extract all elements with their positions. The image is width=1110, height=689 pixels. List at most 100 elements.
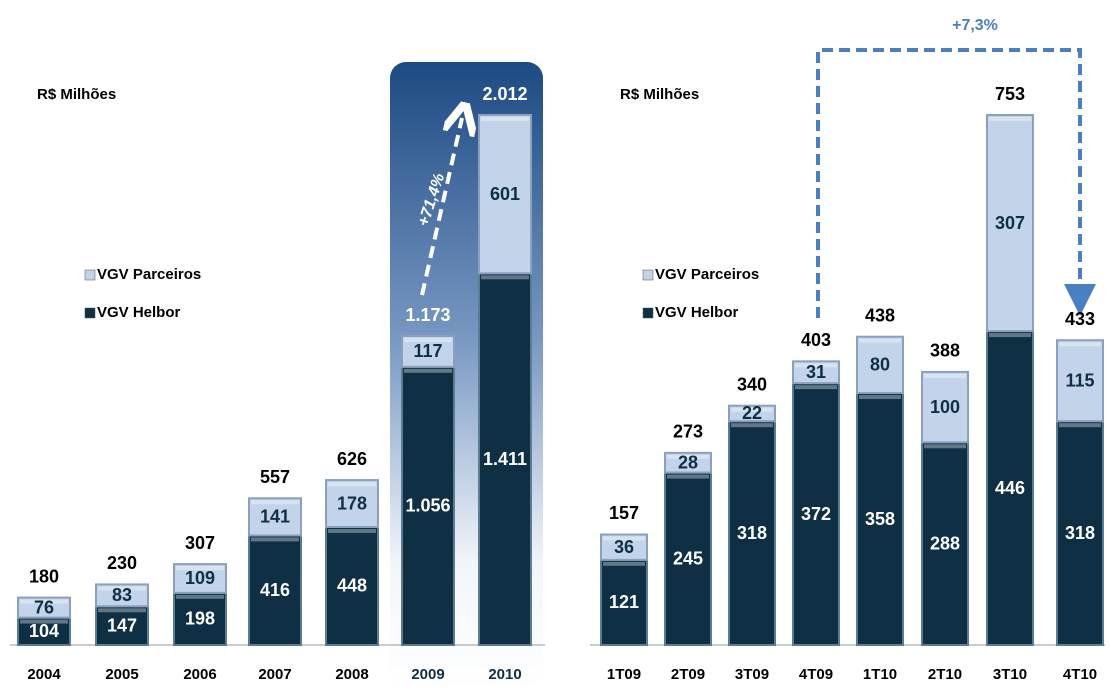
x-tick-label: 2005	[105, 666, 138, 683]
x-tick-label: 4T10	[1063, 666, 1097, 683]
bar-segment	[478, 114, 532, 275]
total-label: 433	[1065, 309, 1095, 329]
bar-highlight	[859, 395, 901, 400]
total-label: 273	[673, 422, 703, 442]
data-label: 117	[413, 341, 442, 361]
x-tick-label: 3T09	[735, 666, 769, 683]
bar-highlight	[176, 566, 224, 571]
data-label: 307	[995, 213, 1025, 233]
legend-label: VGV Helbor	[655, 304, 739, 321]
data-label: 1.056	[405, 496, 450, 516]
legend-swatch	[642, 307, 654, 319]
bar-highlight	[98, 586, 146, 591]
data-label: 121	[609, 592, 639, 612]
data-label: 141	[260, 507, 290, 527]
x-tick-label: 2009	[411, 666, 444, 683]
bar-segment	[173, 563, 227, 594]
data-label: 448	[337, 576, 367, 596]
x-tick-label: 4T09	[799, 666, 833, 683]
data-label: 318	[1065, 523, 1095, 543]
bar-segment	[95, 605, 149, 647]
x-tick-label: 1T10	[863, 666, 897, 683]
bar-segment	[600, 558, 648, 646]
data-label: 147	[107, 615, 137, 635]
data-label: 446	[995, 478, 1025, 498]
total-label: 388	[930, 341, 960, 361]
x-tick-label: 2008	[335, 666, 368, 683]
bar-segment	[728, 404, 776, 423]
data-label: 198	[185, 609, 215, 629]
legend-label: VGV Parceiros	[655, 266, 759, 283]
bar-highlight	[795, 363, 837, 368]
bar-highlight	[404, 338, 452, 343]
bar-highlight	[481, 275, 529, 280]
bar-highlight	[603, 536, 645, 541]
bar-segment	[856, 392, 904, 646]
bar-highlight	[667, 474, 709, 479]
x-tick-label: 2004	[27, 666, 61, 683]
bar-highlight	[251, 500, 299, 505]
data-label: 245	[673, 549, 703, 569]
bar-highlight	[731, 407, 773, 412]
bar-highlight	[795, 385, 837, 390]
total-label: 340	[737, 374, 767, 394]
bar-highlight	[251, 537, 299, 542]
bar-highlight	[603, 561, 645, 566]
data-label: 178	[337, 493, 367, 513]
bar-highlight	[989, 117, 1031, 121]
legend-swatch	[642, 269, 654, 281]
bar-segment	[1056, 339, 1104, 423]
bar-segment	[95, 583, 149, 608]
x-tick-label: 2010	[488, 666, 521, 683]
bar-segment	[664, 471, 712, 646]
bar-segment	[401, 365, 455, 646]
unit-label: R$ Milhões	[620, 86, 699, 103]
unit-label: R$ Milhões	[37, 86, 116, 103]
bar-segment	[921, 441, 969, 646]
bar-highlight	[731, 423, 773, 428]
total-label: 626	[337, 449, 367, 469]
bar-highlight	[989, 333, 1031, 338]
data-label: 22	[742, 403, 762, 423]
bar-segment	[921, 370, 969, 444]
bar-segment	[664, 451, 712, 474]
bar-segment	[325, 479, 379, 528]
bar-highlight	[924, 373, 966, 378]
data-label: 372	[801, 504, 831, 524]
x-tick-label: 2T09	[671, 666, 705, 683]
data-label: 83	[112, 585, 132, 605]
data-label: 104	[29, 621, 59, 641]
data-label: 80	[870, 355, 890, 375]
bar-segment	[173, 591, 227, 647]
data-label: 601	[490, 184, 520, 204]
data-label: 1.411	[483, 449, 527, 469]
total-label: 230	[107, 553, 137, 573]
legend-swatch	[84, 269, 96, 281]
legend-label: VGV Helbor	[97, 304, 181, 321]
data-label: 318	[737, 523, 767, 543]
bar-highlight	[20, 599, 68, 604]
legend-swatch	[84, 307, 96, 319]
total-label: 1.173	[405, 305, 450, 325]
bar-highlight	[98, 608, 146, 613]
bar-segment	[856, 335, 904, 395]
bar-highlight	[328, 528, 376, 533]
data-label: 288	[930, 533, 960, 553]
data-label: 115	[1065, 370, 1094, 390]
bar-highlight	[667, 454, 709, 459]
bar-highlight	[176, 594, 224, 599]
bar-highlight	[1059, 342, 1101, 347]
data-label: 109	[185, 568, 215, 588]
growth-annotation: +7,3%	[952, 17, 998, 34]
bar-segment	[728, 420, 776, 646]
bar-highlight	[404, 368, 452, 373]
data-label: 100	[930, 397, 960, 417]
bar-segment	[1056, 420, 1104, 646]
legend-label: VGV Parceiros	[97, 266, 201, 283]
bar-highlight	[328, 482, 376, 487]
total-label: 2.012	[482, 84, 527, 104]
bar-segment	[17, 616, 71, 646]
total-label: 557	[260, 467, 290, 487]
bar-segment	[986, 330, 1034, 646]
